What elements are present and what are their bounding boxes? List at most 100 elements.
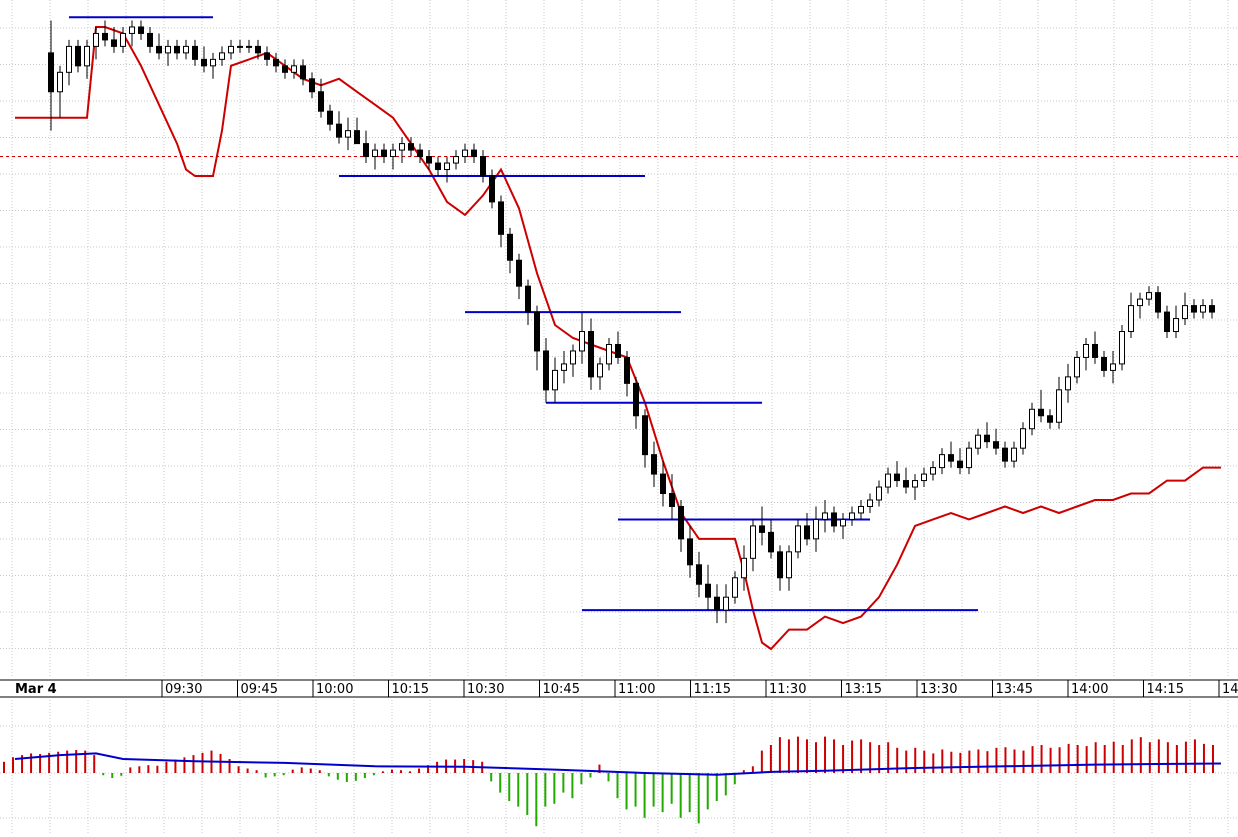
candle-body	[714, 596, 720, 611]
candle-body	[156, 45, 162, 54]
time-tick-label: 13:15	[845, 682, 882, 697]
price-grid	[0, 0, 1238, 678]
candle	[228, 39, 234, 60]
candle-body	[795, 525, 801, 553]
candle-body	[1101, 356, 1107, 371]
candle-body	[651, 454, 657, 475]
candle	[1047, 409, 1053, 429]
candle-body	[741, 557, 747, 579]
candle-body	[210, 58, 216, 67]
oscillator-signal-line	[14, 752, 1222, 776]
candle-body	[750, 525, 756, 559]
candle-body	[534, 311, 540, 352]
candle	[1137, 292, 1143, 319]
time-tick-label: 09:30	[165, 682, 202, 697]
candle	[1173, 305, 1179, 338]
candle-body	[1083, 343, 1089, 358]
candle	[273, 52, 279, 73]
candle	[939, 448, 945, 475]
candle-body	[1128, 305, 1134, 333]
candle	[363, 130, 369, 164]
candle	[903, 467, 909, 494]
candle	[552, 357, 558, 403]
candle-body	[435, 162, 441, 171]
time-tick-label: 13:45	[996, 682, 1033, 697]
candle	[408, 137, 414, 157]
candle	[93, 26, 99, 60]
candle	[912, 474, 918, 500]
candle	[1083, 338, 1089, 371]
time-tick-label: 14:15	[1147, 682, 1184, 697]
candle-body	[921, 473, 927, 482]
candle	[282, 59, 288, 79]
candle-body	[804, 525, 810, 540]
candle-body	[399, 143, 405, 151]
date-label: Mar 4	[15, 682, 57, 697]
candle	[507, 227, 513, 274]
candle-body	[1092, 343, 1098, 358]
time-tick-label: 11:30	[769, 682, 806, 697]
candle	[390, 143, 396, 170]
time-tick-label: 11:15	[694, 682, 731, 697]
candle	[264, 46, 270, 66]
candle-body	[507, 233, 513, 261]
candle	[129, 20, 135, 47]
candle	[300, 59, 306, 86]
candle	[1209, 299, 1215, 319]
candle	[1119, 325, 1125, 371]
candle	[768, 519, 774, 559]
candle	[1074, 350, 1080, 384]
candle-body	[696, 564, 702, 585]
candle-body	[1137, 298, 1143, 307]
candle	[885, 467, 891, 494]
candle-body	[264, 52, 270, 60]
candle-body	[417, 149, 423, 158]
candle-body	[120, 32, 126, 47]
time-tick-label: 14:	[1222, 682, 1238, 697]
candle-body	[615, 343, 621, 358]
candle	[597, 357, 603, 390]
candle-body	[462, 149, 468, 158]
candle	[246, 39, 252, 53]
candle	[1146, 286, 1152, 306]
candle-body	[228, 45, 234, 54]
candle-body	[885, 473, 891, 488]
candle	[759, 506, 765, 546]
candle	[165, 39, 171, 66]
candle-body	[219, 52, 225, 60]
candle-body	[129, 26, 135, 34]
candle-body	[831, 512, 837, 527]
candle	[1101, 350, 1107, 377]
candle	[417, 143, 423, 164]
candle-body	[624, 356, 630, 384]
candle	[138, 20, 144, 40]
candle-body	[543, 350, 549, 391]
candle-body	[552, 369, 558, 391]
candle-body	[678, 505, 684, 540]
candle-body	[1146, 292, 1152, 300]
candle	[822, 500, 828, 533]
candle	[1182, 292, 1188, 326]
candle-body	[966, 447, 972, 469]
candle-body	[408, 143, 414, 151]
candle-body	[1191, 305, 1197, 313]
candle	[75, 39, 81, 73]
candle	[678, 500, 684, 552]
oscillator-grid	[0, 700, 1238, 833]
oscillator-bars-layer	[3, 736, 1214, 827]
candle	[462, 143, 468, 164]
candle	[1029, 402, 1035, 436]
candle-body	[993, 441, 999, 449]
candle	[1038, 389, 1044, 423]
candle	[633, 376, 639, 429]
candle-body	[300, 65, 306, 80]
candle	[444, 156, 450, 183]
candle-body	[102, 32, 108, 41]
candle-body	[975, 434, 981, 449]
candle-body	[687, 538, 693, 566]
candle-body	[723, 596, 729, 611]
candle-body	[912, 480, 918, 488]
candle	[1200, 299, 1206, 319]
candle	[849, 506, 855, 526]
candle-body	[165, 45, 171, 54]
